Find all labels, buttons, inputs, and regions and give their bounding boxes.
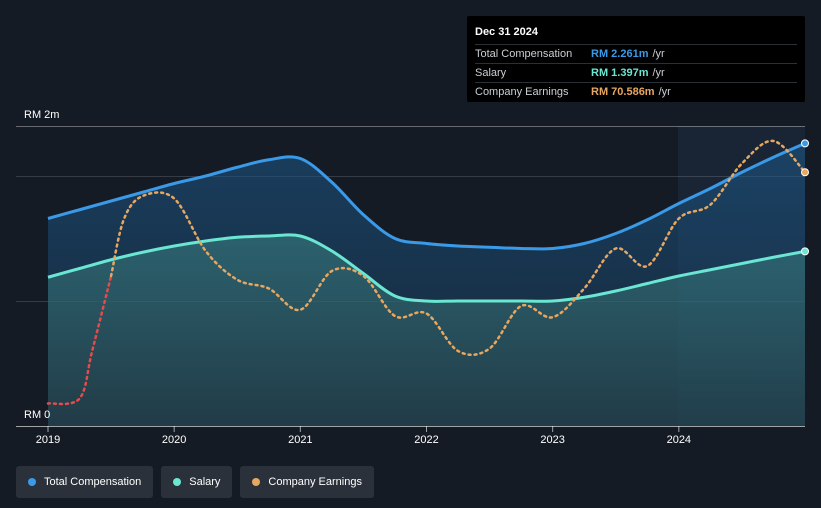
earnings-line-low (46, 274, 113, 406)
legend-dot-icon (28, 478, 36, 486)
salary-line (47, 233, 806, 303)
legend-item-company-earnings[interactable]: Company Earnings (240, 466, 374, 498)
salary-end-marker (801, 247, 809, 256)
earnings-line (109, 139, 807, 356)
y-tick-label-zero: RM 0 (24, 409, 50, 421)
x-tick-label: 2021 (288, 434, 312, 446)
tooltip-row-salary: Salary RM 1.397m /yr (475, 63, 797, 82)
x-tick-label: 2024 (667, 434, 691, 446)
tooltip: Dec 31 2024 Total Compensation RM 2.261m… (467, 16, 805, 102)
tooltip-row-earnings: Company Earnings RM 70.586m /yr (475, 82, 797, 101)
x-axis-ticks: 2019 2020 2021 2022 2023 2024 (36, 426, 691, 446)
legend-label: Company Earnings (268, 476, 362, 488)
tooltip-value: RM 2.261m (591, 48, 649, 60)
total-end-marker (801, 139, 809, 148)
tooltip-row-total: Total Compensation RM 2.261m /yr (475, 44, 797, 63)
company-earnings-series (46, 139, 807, 406)
legend: Total Compensation Salary Company Earnin… (16, 466, 374, 498)
tooltip-unit: /yr (652, 67, 665, 79)
legend-dot-icon (173, 478, 182, 486)
salary-area (48, 234, 805, 426)
tooltip-label: Salary (475, 67, 507, 79)
x-tick-label: 2020 (162, 434, 186, 446)
tooltip-date: Dec 31 2024 (475, 26, 538, 38)
tooltip-label: Company Earnings (475, 86, 569, 98)
legend-label: Total Compensation (44, 476, 142, 488)
x-tick-label: 2023 (540, 434, 564, 446)
x-tick-label: 2022 (414, 434, 438, 446)
tooltip-unit: /yr (652, 48, 665, 60)
x-tick-label: 2019 (36, 434, 60, 446)
legend-item-salary[interactable]: Salary (161, 466, 233, 498)
tooltip-unit: /yr (658, 86, 671, 98)
legend-label: Salary (189, 476, 221, 488)
end-markers (801, 139, 809, 256)
total-compensation-line (47, 142, 806, 251)
y-tick-label-top: RM 2m (24, 109, 59, 121)
tooltip-value: RM 70.586m (591, 86, 655, 98)
legend-dot-icon (252, 478, 261, 486)
legend-item-total-compensation[interactable]: Total Compensation (16, 466, 154, 498)
earnings-end-marker (801, 168, 809, 177)
tooltip-value: RM 1.397m (591, 67, 649, 79)
tooltip-label: Total Compensation (475, 48, 573, 60)
